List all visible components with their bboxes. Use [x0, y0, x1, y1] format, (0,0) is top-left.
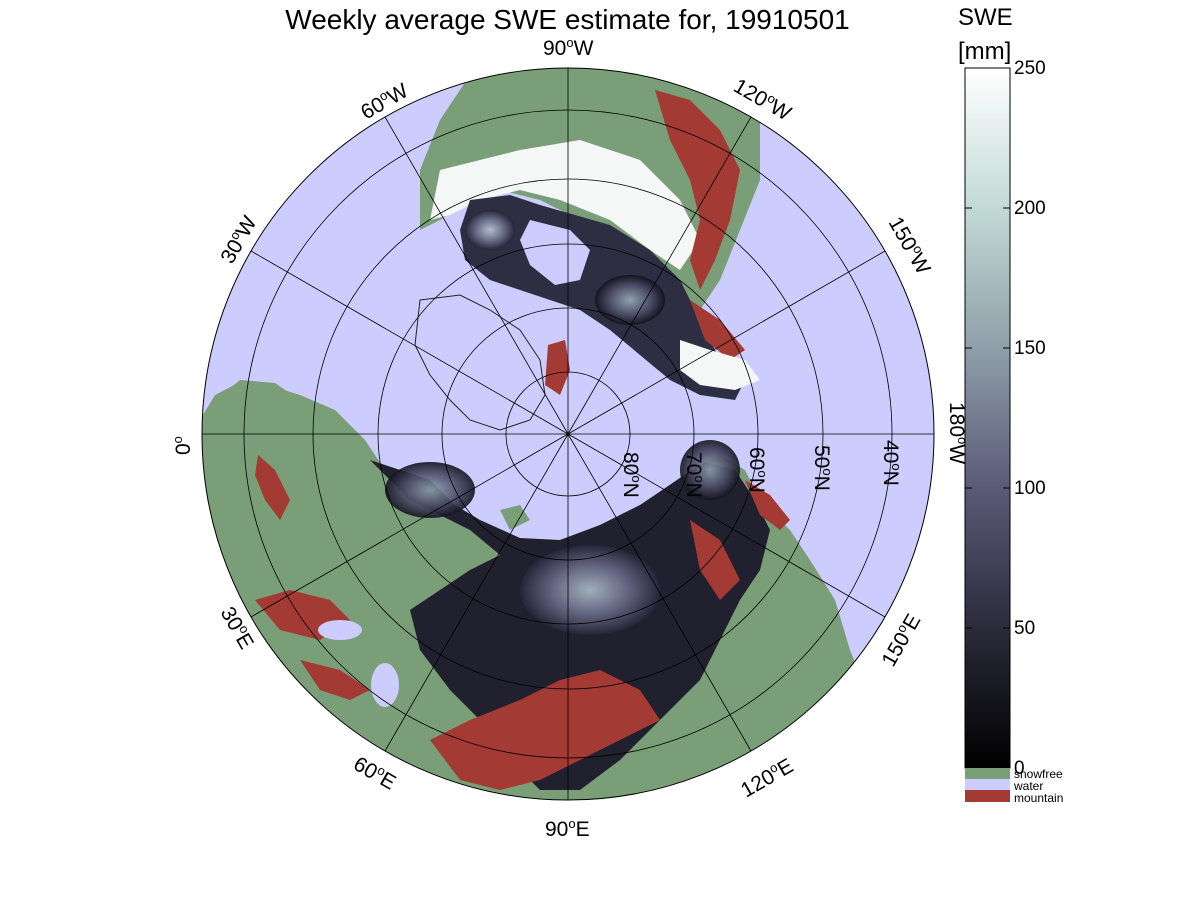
meridian-line — [567, 116, 752, 435]
mountain-caucasus — [300, 660, 370, 700]
eurasia-deep-snow-3 — [680, 440, 740, 500]
latitude-labels: 80oN 70oN 60oN 50oN 40oN — [619, 440, 904, 498]
eurasia-deep-snow-2 — [385, 462, 475, 518]
north-america-snow-white — [430, 140, 700, 270]
lon-label-90w: 90oW — [543, 35, 594, 60]
meridian-line — [250, 250, 569, 435]
legend-water-label: water — [1014, 779, 1044, 793]
hudson-bay — [520, 220, 590, 285]
lon-label-90e: 90oE — [545, 816, 590, 841]
meridian-line — [250, 433, 569, 618]
meridian-line — [567, 433, 886, 618]
caspian-sea — [371, 663, 399, 707]
page-title: Weekly average SWE estimate for, 1991050… — [285, 4, 850, 35]
canada-deep-snow — [595, 275, 665, 325]
eurasia-deep-snow-1 — [520, 545, 660, 635]
longitude-labels: 90oW 120oW 150oW 180oW 150oE 120oE 90oE … — [170, 35, 970, 841]
swatch-mountain — [965, 790, 1010, 802]
ellesmere-mountain — [545, 340, 570, 395]
colorbar-tick-label: 50 — [1014, 618, 1036, 639]
meridian-line — [567, 250, 886, 435]
swatch-snowfree — [965, 768, 1010, 779]
colorbar-tick-label: 200 — [1014, 198, 1046, 219]
swatch-water — [965, 779, 1010, 790]
lon-label-120e: 120oE — [736, 753, 797, 803]
mountain-rockies — [655, 90, 740, 290]
mountain-alaska — [690, 300, 745, 360]
map-border — [201, 67, 935, 801]
scandinavia-land — [210, 380, 318, 520]
legend-snowfree-label: snowfree — [1014, 767, 1063, 781]
alaska-snow-white — [680, 340, 760, 390]
colorbar — [964, 67, 1011, 802]
lon-label-0: 0o — [170, 436, 195, 455]
colorbar-tick-label: 100 — [1014, 478, 1046, 499]
colorbar-tick-label: 0 — [1014, 758, 1025, 779]
mountain-scandes — [255, 455, 290, 520]
lon-label-60e: 60oE — [350, 751, 401, 795]
meridian-line — [384, 433, 569, 752]
colorbar-tick-label: 250 — [1014, 58, 1046, 79]
labrador-deep-snow — [465, 210, 515, 250]
mountain-himalaya — [430, 670, 660, 790]
mountain-east-asia — [690, 520, 740, 600]
graticule — [202, 68, 934, 800]
lat-label-80n: 80oN — [619, 452, 644, 498]
colorbar-title: SWE — [958, 4, 1013, 31]
lat-label-40n: 40oN — [879, 440, 904, 486]
colorbar-units: [mm] — [958, 38, 1012, 65]
black-sea — [318, 620, 362, 640]
legend-mountain-label: mountain — [1014, 791, 1064, 805]
meridian-line — [567, 433, 752, 752]
mountain-kamchatka — [745, 480, 790, 530]
lat-label-70n: 70oN — [682, 452, 707, 498]
lon-label-180w: 180oW — [945, 402, 970, 464]
colorbar-tick-label: 150 — [1014, 338, 1046, 359]
colorbar-gradient — [964, 67, 1011, 769]
meridian-line — [384, 116, 569, 435]
lat-label-60n: 60oN — [745, 447, 770, 493]
lat-label-50n: 50oN — [810, 445, 835, 491]
svalbard — [500, 505, 530, 530]
